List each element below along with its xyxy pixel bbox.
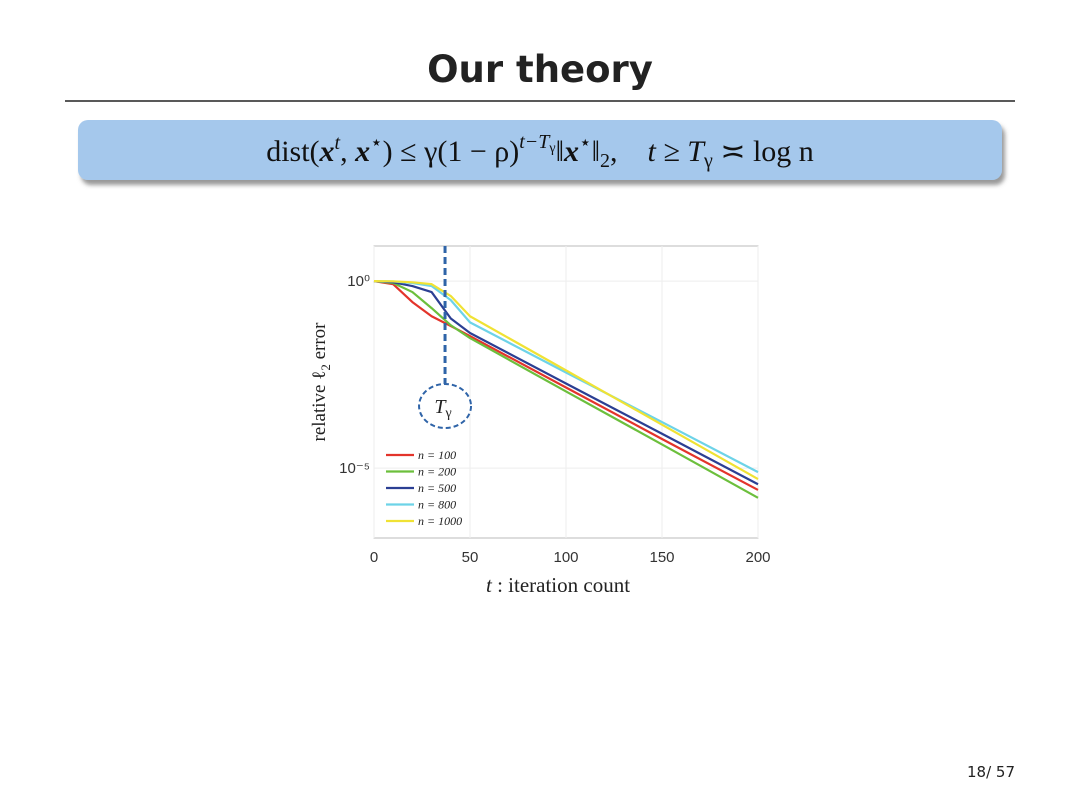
y-tick-label: 10⁻⁵ [339,460,370,477]
series-line [373,280,759,499]
annotation-circle [418,383,473,429]
slide-title: Our theory [427,48,653,91]
annotation-sub: γ [445,406,452,421]
legend-label: n = 800 [418,498,456,512]
series-line [373,280,759,480]
annotation-text: T [434,396,447,418]
annotation-label: Tγ [434,396,451,421]
legend-label: n = 500 [418,481,456,495]
x-tick-label: 0 [370,549,378,566]
x-tick-label: 150 [649,549,674,566]
x-tick-label: 50 [462,549,479,566]
legend-label: n = 1000 [418,514,462,528]
series-line [373,280,759,486]
y-tick-label: 10⁰ [347,273,370,290]
formula-box [78,120,1002,180]
x-tick-label: 200 [745,549,770,566]
formula: dist(xt, x⋆) ≤ γ(1 − ρ)t−Tγ‖x⋆‖2, t ≥ Tγ … [266,131,814,172]
legend-label: n = 200 [418,465,456,479]
y-axis-label: relative ℓ2 error [309,322,333,442]
page-number: 18/ 57 [967,763,1015,781]
x-tick-label: 100 [553,549,578,566]
plot: 0 50 100 150 200 10⁰ 10⁻⁵ Tγ n = 100 n = 200 n = 5… [339,246,771,566]
legend-label: n = 100 [418,448,456,462]
x-axis-label: t : iteration count [486,573,630,597]
